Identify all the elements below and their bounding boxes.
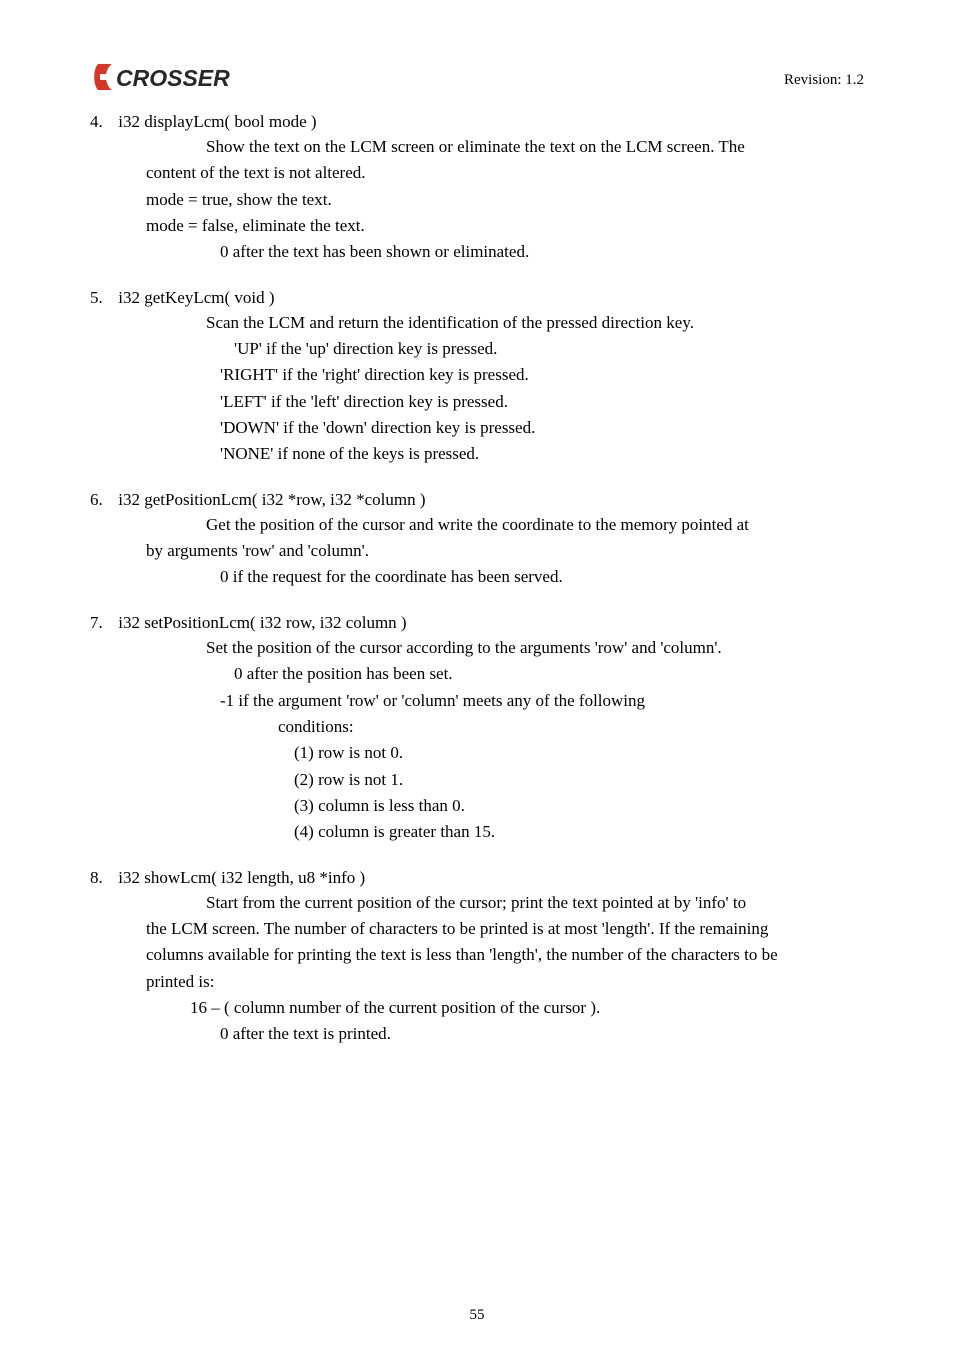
item-7-return-minus1-b: conditions: — [278, 714, 864, 740]
page-header: CROSSER Revision: 1.2 — [90, 60, 864, 94]
item-8-num: 8. — [90, 868, 114, 888]
item-8-desc-line4: printed is: — [146, 969, 864, 995]
item-8: 8. i32 showLcm( i32 length, u8 *info ) S… — [90, 868, 864, 1048]
item-8-desc-line1: Start from the current position of the c… — [146, 890, 864, 916]
item-6: 6. i32 getPositionLcm( i32 *row, i32 *co… — [90, 490, 864, 591]
logo-svg: CROSSER — [90, 60, 260, 94]
item-5-return-down: 'DOWN' if the 'down' direction key is pr… — [220, 415, 864, 441]
item-7-cond-2: (2) row is not 1. — [294, 767, 864, 793]
item-7-num: 7. — [90, 613, 114, 633]
item-4: 4. i32 displayLcm( bool mode ) Show the … — [90, 112, 864, 266]
item-7-return-0: 0 after the position has been set. — [234, 661, 864, 687]
item-8-title: i32 showLcm( i32 length, u8 *info ) — [118, 868, 365, 887]
item-5-return-none: 'NONE' if none of the keys is pressed. — [220, 441, 864, 467]
item-5-desc: Scan the LCM and return the identificati… — [146, 310, 864, 336]
logo-text: CROSSER — [116, 65, 230, 91]
item-5-return-right: 'RIGHT' if the 'right' direction key is … — [220, 362, 864, 388]
item-6-desc-line2: by arguments 'row' and 'column'. — [146, 538, 864, 564]
item-5-return-up: 'UP' if the 'up' direction key is presse… — [234, 336, 864, 362]
item-5: 5. i32 getKeyLcm( void ) Scan the LCM an… — [90, 288, 864, 468]
item-6-num: 6. — [90, 490, 114, 510]
logo: CROSSER — [90, 60, 260, 94]
item-7-title: i32 setPositionLcm( i32 row, i32 column … — [118, 613, 406, 632]
item-8-desc-line2: the LCM screen. The number of characters… — [146, 916, 864, 942]
item-5-return-left: 'LEFT' if the 'left' direction key is pr… — [220, 389, 864, 415]
item-6-return: 0 if the request for the coordinate has … — [220, 564, 864, 590]
item-7: 7. i32 setPositionLcm( i32 row, i32 colu… — [90, 613, 864, 846]
item-6-desc-line1: Get the position of the cursor and write… — [146, 512, 864, 538]
item-4-mode-false: mode = false, eliminate the text. — [146, 213, 864, 239]
item-7-cond-1: (1) row is not 0. — [294, 740, 864, 766]
item-4-num: 4. — [90, 112, 114, 132]
item-7-heading: 7. i32 setPositionLcm( i32 row, i32 colu… — [90, 613, 864, 633]
item-4-desc-line2: content of the text is not altered. — [146, 160, 864, 186]
item-4-title: i32 displayLcm( bool mode ) — [118, 112, 316, 131]
revision-label: Revision: 1.2 — [784, 72, 864, 89]
item-6-title: i32 getPositionLcm( i32 *row, i32 *colum… — [118, 490, 425, 509]
item-4-mode-true: mode = true, show the text. — [146, 187, 864, 213]
item-5-title: i32 getKeyLcm( void ) — [118, 288, 274, 307]
item-5-num: 5. — [90, 288, 114, 308]
item-4-desc-line1: Show the text on the LCM screen or elimi… — [146, 134, 864, 160]
item-8-heading: 8. i32 showLcm( i32 length, u8 *info ) — [90, 868, 864, 888]
item-8-formula: 16 – ( column number of the current posi… — [190, 995, 864, 1021]
item-7-cond-3: (3) column is less than 0. — [294, 793, 864, 819]
document-page: CROSSER Revision: 1.2 4. i32 displayLcm(… — [0, 0, 954, 1350]
item-4-return: 0 after the text has been shown or elimi… — [220, 239, 864, 265]
item-8-desc-line3: columns available for printing the text … — [146, 942, 864, 968]
item-7-cond-4: (4) column is greater than 15. — [294, 819, 864, 845]
page-number: 55 — [0, 1307, 954, 1324]
item-8-return: 0 after the text is printed. — [220, 1021, 864, 1047]
item-6-heading: 6. i32 getPositionLcm( i32 *row, i32 *co… — [90, 490, 864, 510]
item-4-heading: 4. i32 displayLcm( bool mode ) — [90, 112, 864, 132]
item-5-heading: 5. i32 getKeyLcm( void ) — [90, 288, 864, 308]
item-7-desc: Set the position of the cursor according… — [146, 635, 864, 661]
item-7-return-minus1-a: -1 if the argument 'row' or 'column' mee… — [220, 688, 864, 714]
